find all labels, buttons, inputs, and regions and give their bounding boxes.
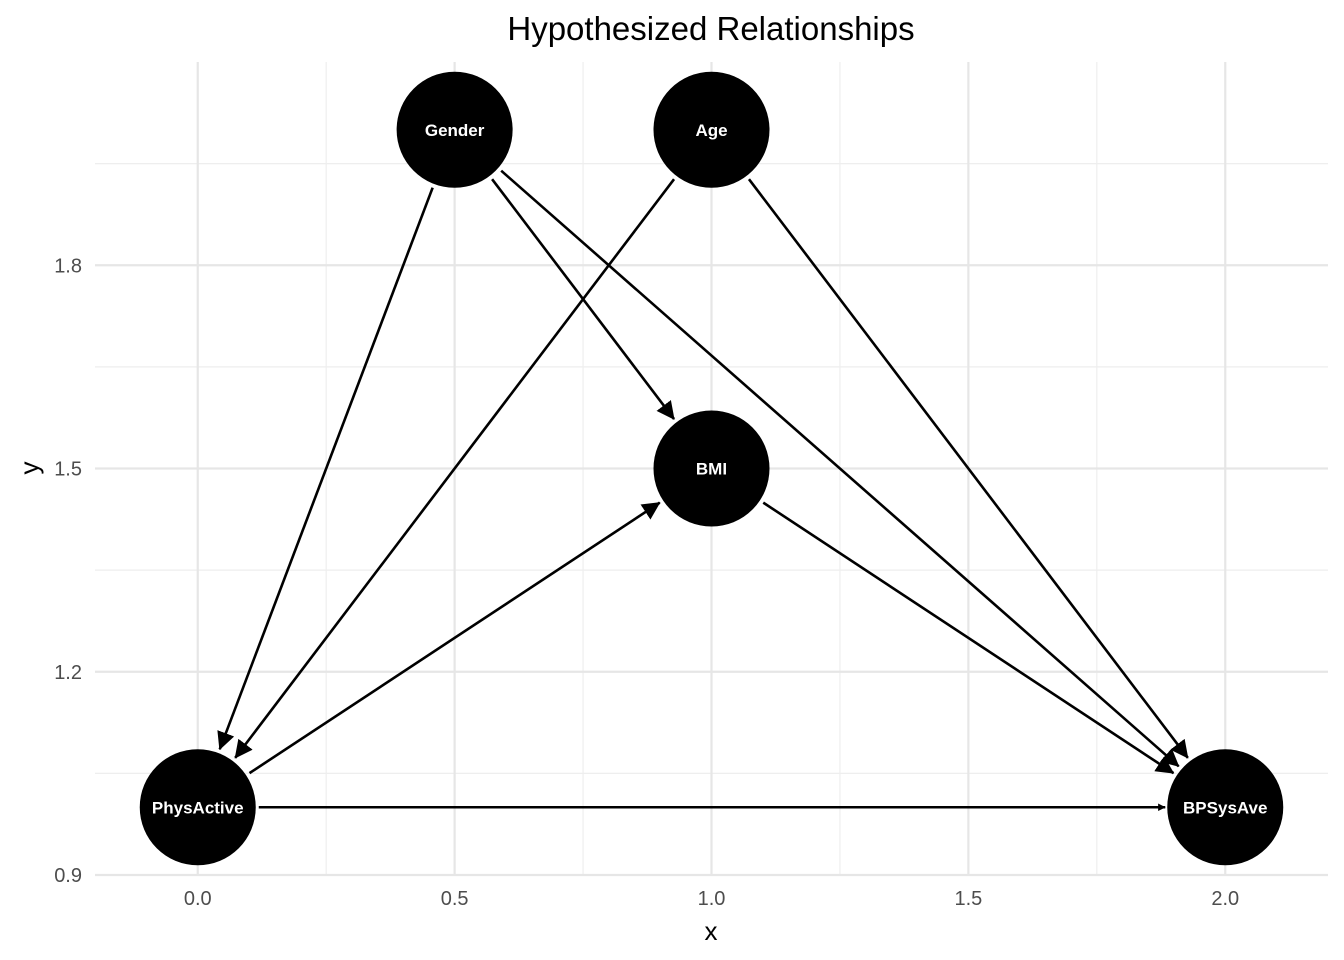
x-tick-label: 2.0 [1211,888,1239,910]
node-bmi: BMI [653,410,770,527]
node-physactive: PhysActive [139,749,256,866]
edge-bmi-to-bpsysave [762,501,1175,775]
y-axis-ticks: 0.9 1.2 1.5 1.8 [54,255,82,887]
node-bpsysave: BPSysAve [1167,749,1284,866]
chart-title: Hypothesized Relationships [507,10,914,47]
node-gender: Gender [396,71,513,188]
node-circle [1167,749,1284,866]
x-axis-ticks: 0.0 0.5 1.0 1.5 2.0 [184,888,1239,910]
node-age: Age [653,71,770,188]
node-circle [653,410,770,527]
x-tick-label: 0.5 [441,888,469,910]
y-tick-label: 1.8 [54,255,82,277]
node-label: Age [695,121,727,140]
x-tick-label: 1.5 [954,888,982,910]
y-tick-label: 1.2 [54,662,82,684]
edge-physactive-to-bmi [248,501,661,775]
node-label: Gender [425,121,485,140]
node-layer: Gender Age BMI PhysActive BPSysAve [139,71,1284,866]
x-tick-label: 0.0 [184,888,212,910]
edge-age-to-bpsysave [747,178,1189,759]
edge-gender-to-bpsysave [500,169,1180,768]
edge-layer [217,169,1189,811]
y-tick-label: 1.5 [54,459,82,481]
node-circle [139,749,256,866]
y-tick-label: 0.9 [54,865,82,887]
edge-age-to-physactive [234,178,676,759]
node-label: PhysActive [152,798,244,817]
plot-grid [95,62,1328,877]
node-label: BPSysAve [1183,798,1267,817]
edge-gender-to-physactive [217,187,434,751]
y-axis-title: y [14,462,44,475]
node-label: BMI [696,460,727,479]
x-tick-label: 1.0 [698,888,726,910]
node-circle [653,71,770,188]
x-axis-title: x [705,916,718,946]
node-circle [396,71,513,188]
